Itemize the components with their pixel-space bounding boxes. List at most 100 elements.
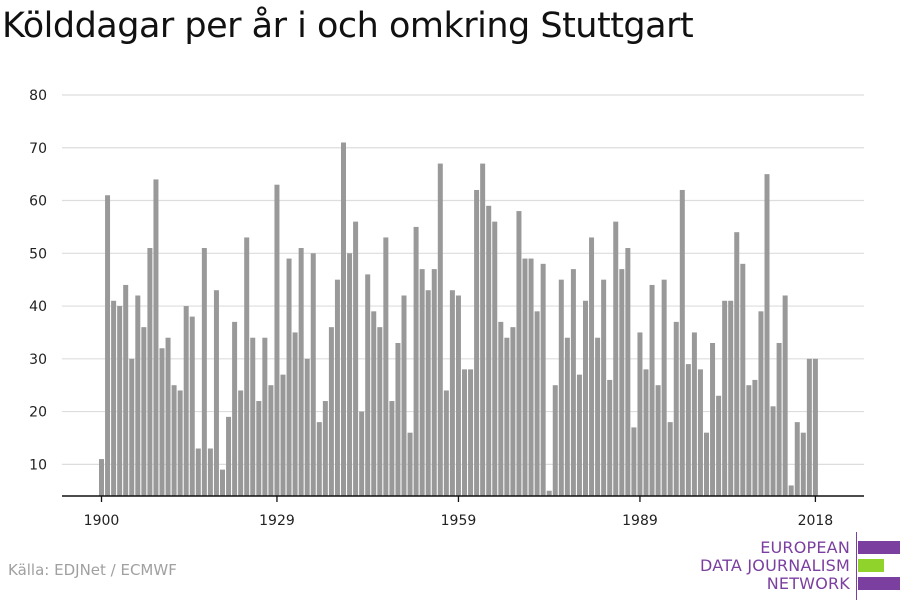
bar-1915 bbox=[189, 316, 195, 496]
bar-1941 bbox=[347, 253, 353, 496]
bar-1952 bbox=[413, 226, 419, 496]
y-tick-label: 80 bbox=[29, 88, 47, 104]
bar-1992 bbox=[655, 385, 661, 496]
bar-1953 bbox=[419, 269, 425, 496]
bar-1921 bbox=[226, 416, 232, 496]
bar-1994 bbox=[667, 422, 673, 496]
bar-2008 bbox=[752, 379, 758, 496]
bar-1972 bbox=[534, 311, 540, 496]
y-tick-label: 20 bbox=[29, 405, 47, 421]
logo-bar-purple-top bbox=[858, 541, 900, 554]
bar-2005 bbox=[734, 232, 740, 496]
bar-1913 bbox=[177, 390, 183, 496]
bar-1960 bbox=[462, 369, 467, 496]
x-tick-label: 2018 bbox=[798, 513, 834, 529]
bar-1949 bbox=[395, 342, 401, 496]
bar-1918 bbox=[207, 448, 213, 496]
bar-1980 bbox=[583, 300, 588, 496]
bar-1979 bbox=[576, 374, 582, 496]
bar-1933 bbox=[298, 248, 304, 496]
bar-1968 bbox=[510, 327, 516, 496]
bar-1973 bbox=[540, 263, 546, 496]
logo-bar-green bbox=[858, 559, 884, 572]
bar-1998 bbox=[691, 332, 697, 496]
bar-1966 bbox=[498, 321, 504, 496]
bar-2013 bbox=[782, 295, 788, 496]
bar-1967 bbox=[504, 337, 510, 496]
bar-1903 bbox=[117, 306, 123, 496]
bar-2011 bbox=[770, 406, 776, 496]
bar-1989 bbox=[637, 332, 643, 496]
chart-title: Kölddagar per år i och omkring Stuttgart bbox=[2, 6, 694, 46]
bar-2010 bbox=[764, 174, 770, 496]
bar-1930 bbox=[280, 374, 286, 496]
y-tick-label: 40 bbox=[29, 299, 47, 315]
logo-text-data-journalism: DATA JOURNALISM bbox=[700, 556, 850, 575]
bar-2016 bbox=[800, 432, 806, 496]
bar-1917 bbox=[201, 248, 207, 496]
bar-1997 bbox=[685, 364, 691, 496]
bar-1928 bbox=[268, 385, 274, 496]
bar-1937 bbox=[322, 401, 328, 496]
bar-2014 bbox=[788, 485, 794, 496]
bar-1942 bbox=[353, 221, 359, 496]
bar-1916 bbox=[195, 448, 201, 496]
bar-1987 bbox=[625, 248, 631, 496]
bar-1974 bbox=[546, 490, 552, 496]
logo-text-european: EUROPEAN bbox=[760, 538, 850, 557]
bar-1955 bbox=[431, 269, 437, 496]
edjnet-logo[interactable]: EUROPEAN DATA JOURNALISM NETWORK bbox=[700, 532, 900, 600]
bar-1958 bbox=[449, 290, 455, 496]
bar-1901 bbox=[105, 195, 111, 496]
bar-1948 bbox=[389, 401, 395, 496]
bar-1927 bbox=[262, 337, 268, 496]
bar-2012 bbox=[776, 342, 782, 496]
bar-1963 bbox=[480, 163, 486, 496]
y-tick-label: 30 bbox=[29, 352, 47, 368]
source-note: Källa: EDJNet / ECMWF bbox=[8, 561, 177, 579]
bar-1907 bbox=[141, 327, 147, 496]
bar-2018 bbox=[812, 358, 818, 496]
bar-2006 bbox=[740, 263, 746, 496]
y-tick-label: 60 bbox=[29, 194, 47, 210]
bar-2001 bbox=[710, 342, 716, 496]
bar-2007 bbox=[746, 385, 752, 496]
bar-1990 bbox=[643, 369, 649, 496]
bar-1954 bbox=[425, 290, 431, 496]
bar-1978 bbox=[570, 269, 576, 496]
bar-1984 bbox=[607, 379, 613, 496]
bar-1944 bbox=[365, 274, 371, 496]
axes: 1900 1929 1959 1989 2018 bbox=[62, 495, 864, 529]
y-tick-label: 70 bbox=[29, 141, 47, 157]
bar-1914 bbox=[183, 306, 189, 496]
x-tick-label: 1900 bbox=[84, 513, 120, 529]
bar-1912 bbox=[171, 385, 177, 496]
bar-1935 bbox=[310, 253, 316, 496]
bar-1996 bbox=[679, 189, 685, 496]
logo-bar-purple-bottom bbox=[858, 577, 900, 590]
bar-2009 bbox=[758, 311, 764, 496]
bar-1940 bbox=[341, 142, 346, 497]
y-tick-label: 50 bbox=[29, 246, 47, 262]
bar-1986 bbox=[619, 269, 625, 496]
bar-2004 bbox=[728, 300, 734, 496]
bar-1957 bbox=[443, 390, 449, 496]
bar-1947 bbox=[383, 237, 389, 496]
y-tick-label: 10 bbox=[29, 457, 47, 473]
bar-2000 bbox=[704, 432, 709, 496]
bar-1909 bbox=[153, 179, 159, 497]
bar-1956 bbox=[437, 163, 443, 496]
bar-1981 bbox=[589, 237, 595, 496]
bar-1993 bbox=[661, 279, 667, 496]
bar-1945 bbox=[371, 311, 377, 496]
bar-1904 bbox=[123, 284, 129, 496]
bar-1988 bbox=[631, 427, 637, 496]
bar-1932 bbox=[292, 332, 298, 496]
bar-1926 bbox=[256, 401, 262, 496]
bar-1924 bbox=[244, 237, 250, 496]
bar-1939 bbox=[334, 279, 340, 496]
bar-2017 bbox=[806, 358, 812, 496]
bars bbox=[99, 142, 818, 497]
bar-1950 bbox=[401, 295, 407, 496]
